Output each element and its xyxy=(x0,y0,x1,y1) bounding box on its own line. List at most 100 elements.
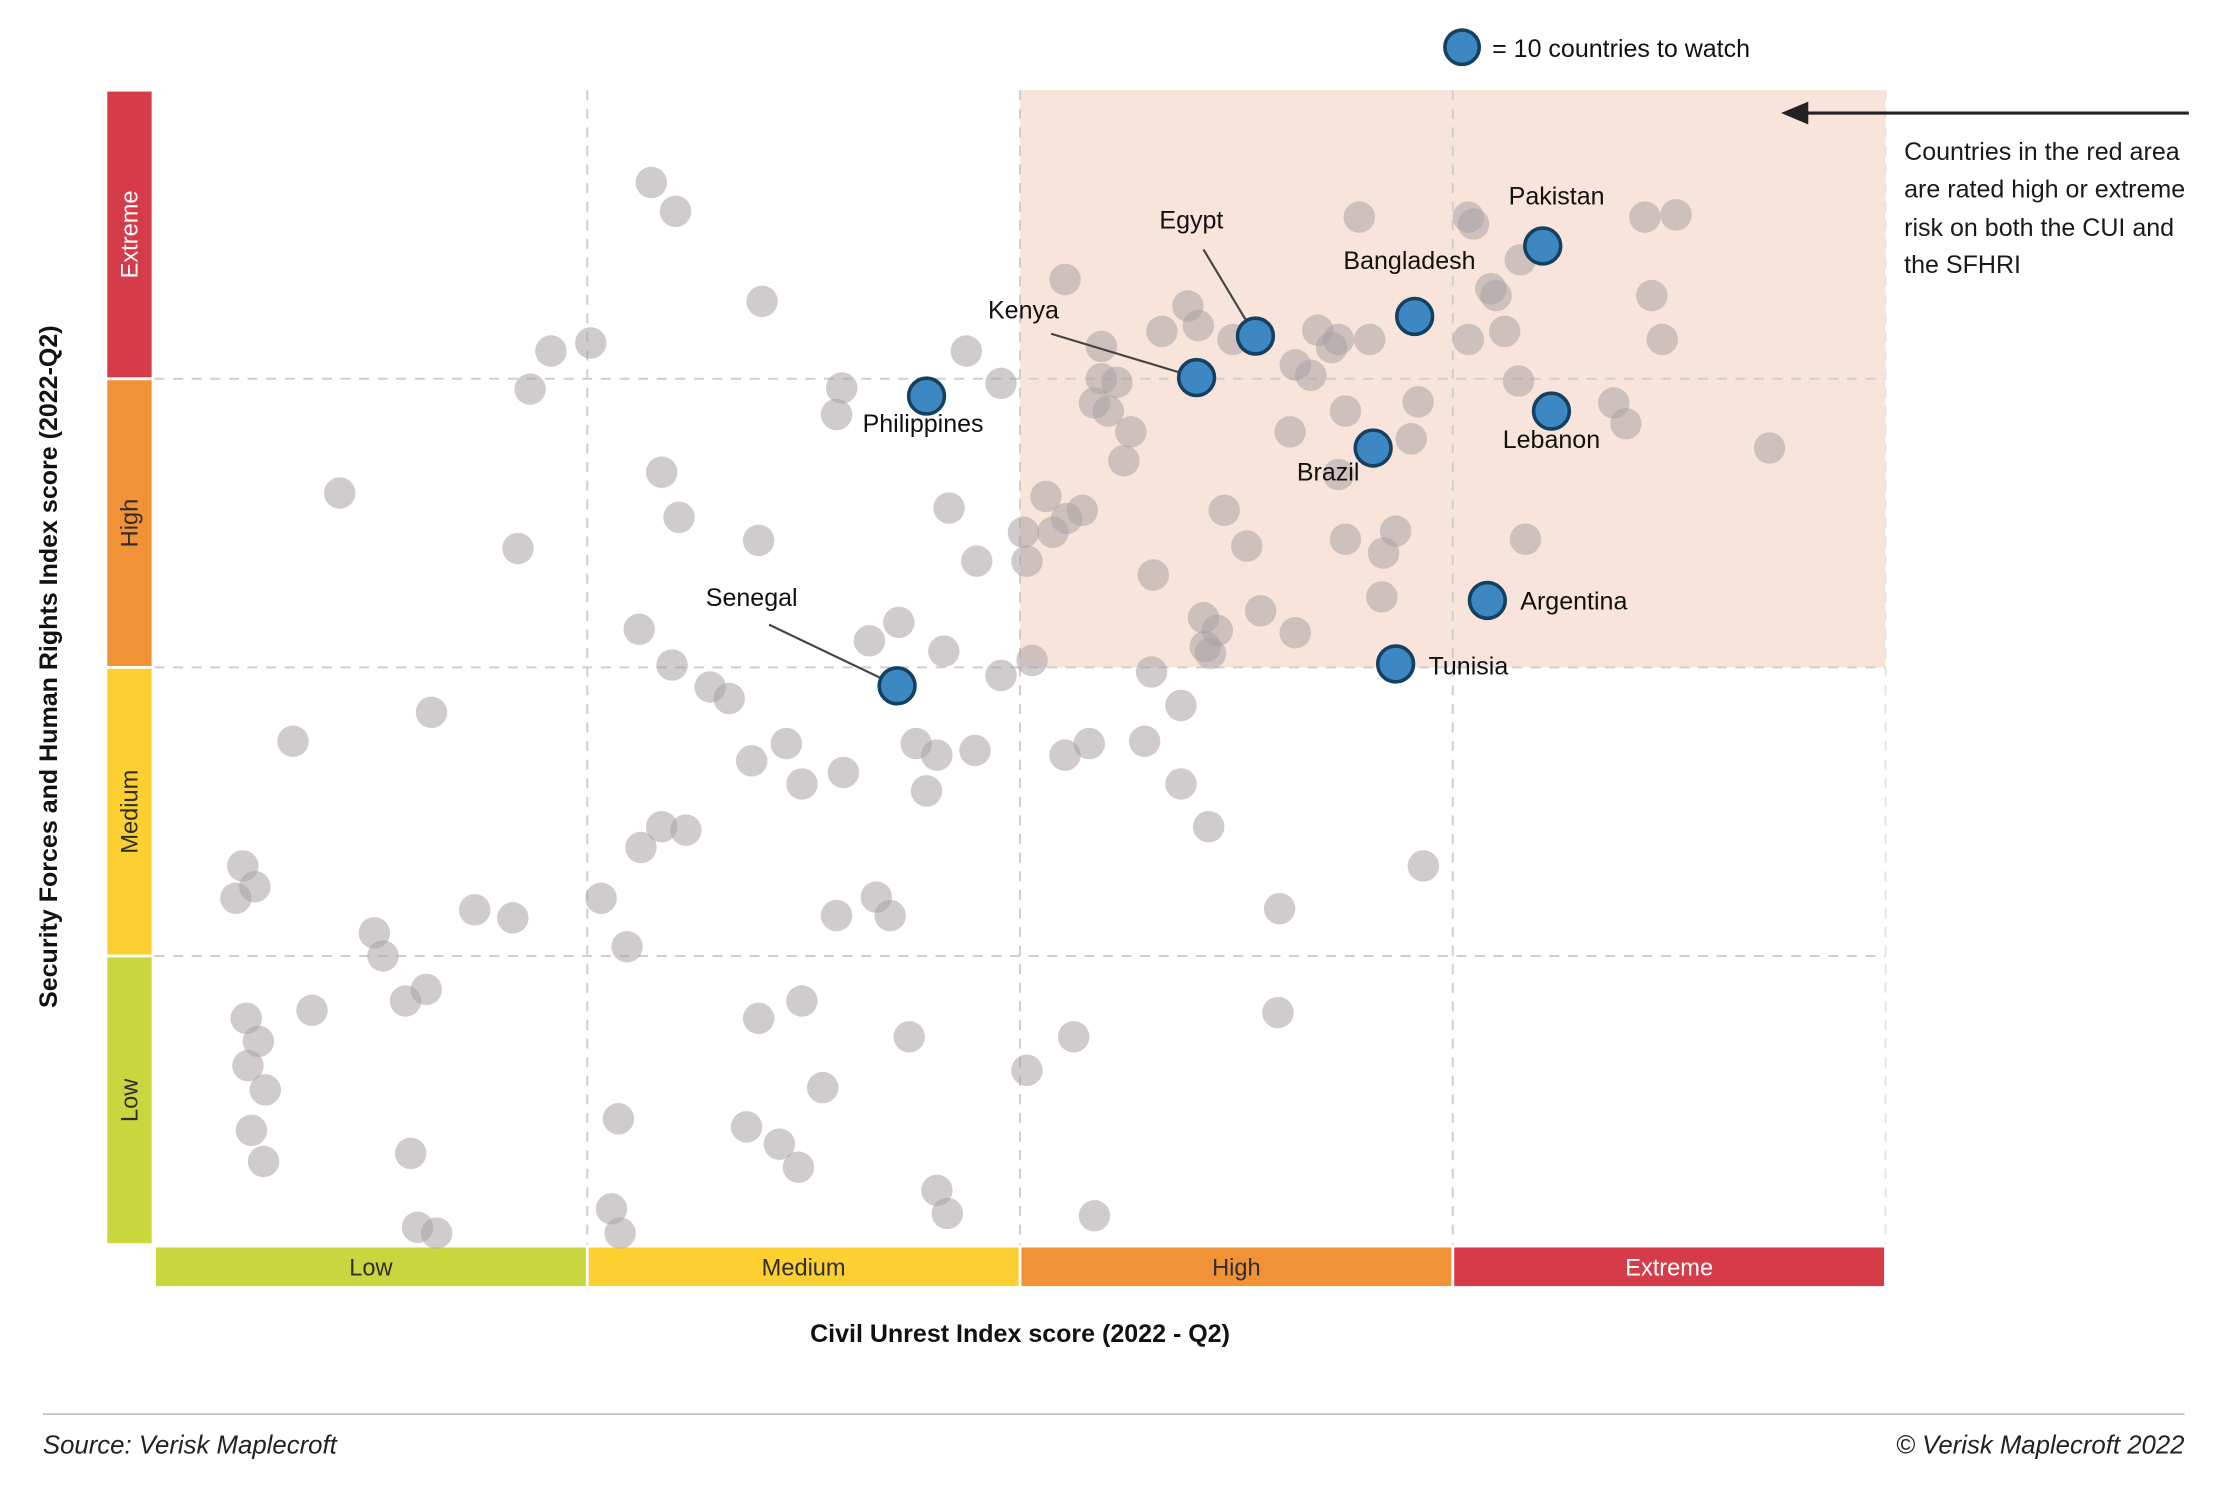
watch-country-point-bangladesh xyxy=(1395,296,1435,337)
country-point xyxy=(1509,523,1542,555)
country-point xyxy=(910,775,943,807)
country-point xyxy=(1165,768,1197,800)
country-point xyxy=(247,1145,280,1178)
country-point xyxy=(820,899,853,932)
country-point xyxy=(635,166,668,199)
country-point xyxy=(1011,1054,1043,1087)
country-point xyxy=(786,985,818,1017)
legend-label: = 10 countries to watch xyxy=(1492,35,1750,63)
country-point xyxy=(1073,727,1105,760)
country-point xyxy=(1329,523,1362,555)
y-band-high xyxy=(107,380,152,666)
legend-marker-icon xyxy=(1443,28,1482,67)
country-point xyxy=(230,1002,262,1035)
source-credit: Source: Verisk Maplecroft xyxy=(42,1430,337,1460)
country-point xyxy=(1165,689,1197,722)
y-band-extreme xyxy=(107,91,152,378)
country-point xyxy=(1182,309,1215,342)
country-point xyxy=(928,635,960,667)
country-point xyxy=(950,335,983,367)
y-axis-title: Security Forces and Human Rights Index s… xyxy=(35,325,63,1008)
country-point xyxy=(659,195,692,228)
country-point xyxy=(883,606,915,639)
leader-line-senegal xyxy=(768,623,898,687)
country-point xyxy=(921,739,953,771)
y-band-low xyxy=(107,957,152,1244)
scatter-chart: Low Medium High Extreme Low Medium High Extrem… xyxy=(35,28,2189,1348)
country-point xyxy=(959,734,991,767)
leader-line-kenya xyxy=(1050,332,1197,379)
country-point xyxy=(735,745,768,777)
watch-country-point-argentina xyxy=(1467,580,1508,621)
country-point xyxy=(1051,502,1083,535)
footer-divider xyxy=(42,1413,2185,1415)
highlighted-country-labels: Philippines Kenya Egypt Bangladesh Pakistan L… xyxy=(706,182,1628,680)
country-point xyxy=(242,1025,275,1058)
country-point xyxy=(746,285,778,318)
x-axis-bands: Low Medium High Extreme xyxy=(155,1247,1885,1287)
country-point xyxy=(323,477,356,509)
country-point xyxy=(220,882,252,915)
country-point xyxy=(1137,559,1170,591)
country-point xyxy=(625,831,657,864)
watch-country-point-senegal xyxy=(877,666,917,706)
country-point xyxy=(1146,315,1178,348)
country-label-philippines: Philippines xyxy=(863,410,984,438)
country-point xyxy=(1011,545,1043,577)
country-point xyxy=(663,501,695,534)
country-point xyxy=(827,756,860,789)
country-point xyxy=(1007,516,1040,549)
country-point xyxy=(459,894,491,926)
country-point xyxy=(1187,601,1220,634)
country-point xyxy=(742,1002,775,1035)
country-point xyxy=(1128,725,1161,757)
country-point xyxy=(1353,323,1386,356)
country-point xyxy=(853,625,886,657)
country-point xyxy=(1115,416,1147,448)
country-point xyxy=(1366,581,1398,613)
country-point xyxy=(1322,458,1355,491)
country-point xyxy=(1016,644,1048,677)
country-point xyxy=(1208,494,1241,527)
y-band-label: Extreme xyxy=(117,191,143,279)
country-point xyxy=(1629,201,1661,233)
country-point xyxy=(645,810,678,843)
country-point xyxy=(763,1128,796,1160)
country-point xyxy=(1402,386,1434,418)
country-point xyxy=(985,659,1017,692)
country-point xyxy=(670,814,702,846)
red-area-annotation: Countries in the red area are rated high… xyxy=(1904,137,2186,279)
country-label-brazil: Brazil xyxy=(1297,458,1360,486)
country-point xyxy=(1030,480,1062,513)
x-band-high xyxy=(1021,1247,1452,1287)
country-point xyxy=(1274,416,1306,448)
country-point xyxy=(502,532,534,565)
country-label-argentina: Argentina xyxy=(1520,588,1627,616)
x-band-extreme xyxy=(1454,1247,1885,1287)
country-point xyxy=(1329,395,1362,427)
country-point xyxy=(574,327,607,359)
country-label-kenya: Kenya xyxy=(988,297,1059,325)
legend: = 10 countries to watch xyxy=(1443,28,1750,67)
country-point xyxy=(1646,323,1678,356)
country-point xyxy=(1135,656,1168,688)
country-point xyxy=(1660,199,1692,231)
country-point xyxy=(394,1137,427,1170)
watch-country-point-tunisia xyxy=(1375,644,1416,684)
country-label-pakistan: Pakistan xyxy=(1509,182,1605,210)
watch-country-point-egypt xyxy=(1235,316,1276,356)
y-axis-bands: Low Medium High Extreme xyxy=(107,91,152,1244)
country-point xyxy=(786,768,818,800)
country-point xyxy=(415,696,448,729)
country-label-bangladesh: Bangladesh xyxy=(1343,247,1475,275)
country-point xyxy=(656,649,688,681)
country-label-tunisia: Tunisia xyxy=(1429,652,1509,680)
country-point xyxy=(514,373,546,405)
copyright-notice: © Verisk Maplecroft 2022 xyxy=(1895,1430,2185,1460)
country-point xyxy=(1315,331,1348,364)
country-label-egypt: Egypt xyxy=(1159,207,1223,235)
country-point xyxy=(713,682,745,715)
country-point xyxy=(1057,1021,1090,1053)
y-band-label: Medium xyxy=(117,770,143,854)
x-band-medium xyxy=(588,1247,1019,1287)
